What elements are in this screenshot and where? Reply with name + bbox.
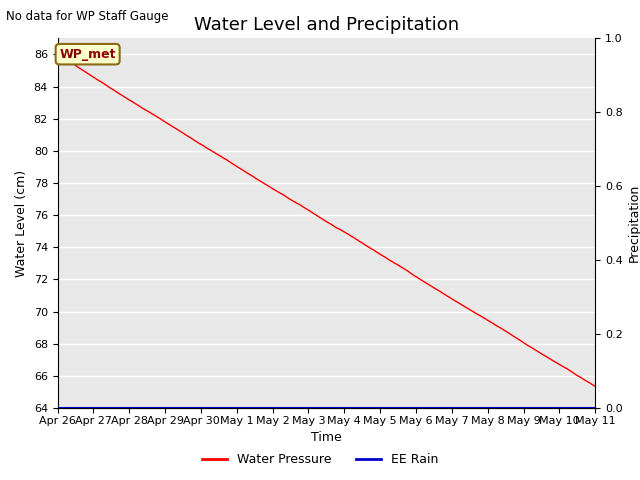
Title: Water Level and Precipitation: Water Level and Precipitation [194, 16, 459, 34]
X-axis label: Time: Time [311, 431, 342, 444]
Text: No data for WP Staff Gauge: No data for WP Staff Gauge [6, 10, 169, 23]
Y-axis label: Water Level (cm): Water Level (cm) [15, 169, 28, 277]
Legend: Water Pressure, EE Rain: Water Pressure, EE Rain [196, 448, 444, 471]
Text: WP_met: WP_met [60, 48, 116, 60]
Y-axis label: Precipitation: Precipitation [628, 184, 640, 263]
